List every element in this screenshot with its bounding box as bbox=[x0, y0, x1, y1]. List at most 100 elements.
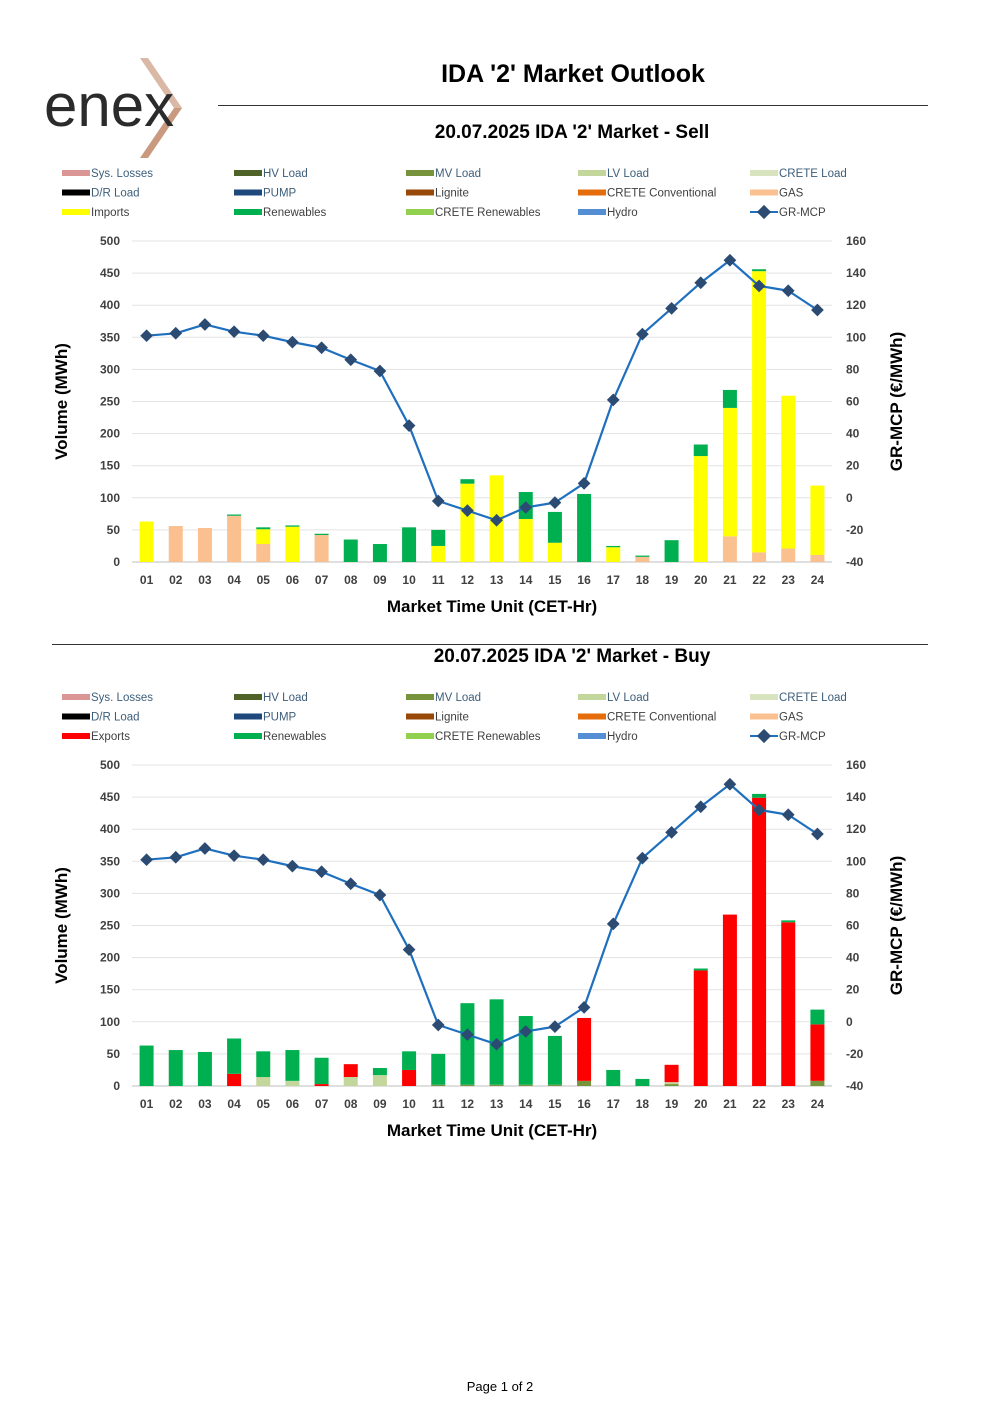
gr-mcp-line bbox=[146, 259, 819, 522]
gr-mcp-point bbox=[402, 419, 416, 432]
bar-renewables bbox=[168, 1050, 183, 1086]
bar-gas bbox=[722, 536, 737, 562]
y-tick-label: 300 bbox=[100, 362, 120, 376]
bar-renewables bbox=[285, 1050, 300, 1081]
bar-exports bbox=[577, 1017, 592, 1081]
gr-mcp-line bbox=[146, 783, 819, 1046]
bar-renewables bbox=[314, 533, 329, 536]
gr-mcp-point bbox=[315, 865, 328, 879]
legend-item-lignite: Lignite bbox=[406, 188, 469, 200]
gr-mcp-point bbox=[781, 284, 795, 298]
x-axis-title: Market Time Unit (CET-Hr) bbox=[387, 1121, 597, 1140]
y2-tick-label: 120 bbox=[846, 822, 866, 836]
x-tick-label: 19 bbox=[665, 573, 679, 587]
bar-imports bbox=[518, 518, 533, 562]
legend-swatch-gas bbox=[750, 189, 778, 196]
gr-mcp-point bbox=[286, 335, 299, 349]
y-tick-label: 400 bbox=[100, 822, 120, 836]
x-tick-label: 17 bbox=[607, 1097, 621, 1111]
bar-renewables bbox=[664, 540, 679, 562]
bar-renewables bbox=[343, 539, 358, 562]
gr-mcp-point bbox=[315, 341, 328, 355]
legend-label-crete-conventional: CRETE Conventional bbox=[607, 188, 716, 200]
bar-lv-load bbox=[285, 1080, 300, 1086]
bar-gas bbox=[197, 527, 212, 562]
bar-imports bbox=[606, 547, 621, 562]
x-tick-label: 24 bbox=[811, 573, 825, 587]
y2-tick-label: 20 bbox=[846, 459, 860, 473]
bar-exports bbox=[781, 922, 796, 1086]
bar-lv-load bbox=[664, 1082, 679, 1085]
x-tick-label: 14 bbox=[519, 1097, 533, 1111]
legend-marker-gr-mcp bbox=[756, 204, 772, 220]
legend-item-pump: PUMP bbox=[234, 712, 297, 724]
legend-label-exports: Exports bbox=[91, 731, 130, 743]
y-tick-label: 50 bbox=[107, 1047, 121, 1061]
gr-mcp-point bbox=[140, 853, 153, 867]
legend-swatch-lv-load bbox=[578, 694, 606, 700]
bar-exports bbox=[402, 1069, 417, 1086]
x-tick-label: 13 bbox=[490, 573, 504, 587]
y2-tick-label: 40 bbox=[846, 951, 860, 965]
legend-swatch-mv-load bbox=[406, 170, 434, 176]
x-tick-label: 15 bbox=[548, 1097, 562, 1111]
bar-mv-load bbox=[489, 1084, 504, 1086]
y2-axis-title: GR-MCP (€/MWh) bbox=[887, 856, 906, 995]
bar-renewables bbox=[693, 444, 708, 457]
y-tick-label: 200 bbox=[100, 427, 120, 441]
bar-imports bbox=[139, 521, 154, 562]
logo-chevron-upper bbox=[140, 58, 182, 108]
bar-exports bbox=[664, 1064, 679, 1083]
y2-tick-label: -20 bbox=[846, 1047, 864, 1061]
gr-mcp-point bbox=[169, 850, 183, 864]
gr-mcp-point bbox=[781, 808, 795, 822]
gr-mcp-point bbox=[140, 329, 153, 343]
legend-item-exports: Exports bbox=[62, 731, 130, 743]
legend-item-d-r-load: D/R Load bbox=[62, 188, 140, 200]
legend-label-gr-mcp: GR-MCP bbox=[779, 731, 826, 743]
x-tick-label: 02 bbox=[169, 573, 183, 587]
y-tick-label: 450 bbox=[100, 266, 120, 280]
bar-lv-load bbox=[372, 1075, 387, 1086]
bar-exports bbox=[343, 1064, 358, 1078]
page-number: Page 1 of 2 bbox=[466, 1379, 534, 1394]
legend-label-hv-load: HV Load bbox=[263, 692, 308, 704]
bar-renewables bbox=[402, 527, 417, 562]
x-tick-label: 13 bbox=[490, 1097, 504, 1111]
gr-mcp-point bbox=[227, 325, 241, 339]
legend-label-mv-load: MV Load bbox=[435, 692, 481, 704]
y-tick-label: 150 bbox=[100, 983, 120, 997]
bar-imports bbox=[285, 526, 300, 562]
x-tick-label: 18 bbox=[636, 1097, 650, 1111]
legend-swatch-pump bbox=[234, 189, 262, 196]
x-axis-title: Market Time Unit (CET-Hr) bbox=[387, 597, 597, 616]
legend-label-crete-renewables: CRETE Renewables bbox=[435, 207, 541, 219]
legend-item-mv-load: MV Load bbox=[406, 692, 481, 704]
x-tick-label: 08 bbox=[344, 573, 358, 587]
y2-tick-label: 140 bbox=[846, 790, 866, 804]
legend-swatch-gas bbox=[750, 713, 778, 720]
gr-mcp-point bbox=[431, 1018, 445, 1032]
legend-swatch-lignite bbox=[406, 713, 434, 720]
legend-label-d-r-load: D/R Load bbox=[91, 188, 140, 200]
bar-mv-load bbox=[518, 1084, 533, 1086]
legend-swatch-crete-conventional bbox=[578, 189, 606, 196]
y-tick-label: 200 bbox=[100, 951, 120, 965]
legend-swatch-crete-conventional bbox=[578, 713, 606, 720]
page-title: IDA '2' Market Outlook bbox=[441, 60, 705, 88]
x-tick-label: 10 bbox=[402, 573, 416, 587]
x-tick-label: 21 bbox=[723, 1097, 737, 1111]
bar-gas bbox=[314, 535, 329, 562]
gr-mcp-point bbox=[373, 364, 387, 378]
legend-marker-gr-mcp bbox=[756, 728, 772, 744]
legend-item-sys-losses: Sys. Losses bbox=[62, 168, 153, 180]
legend-item-mv-load: MV Load bbox=[406, 168, 481, 180]
x-tick-label: 10 bbox=[402, 1097, 416, 1111]
bar-renewables bbox=[256, 1051, 271, 1078]
legend-item-hv-load: HV Load bbox=[234, 692, 308, 704]
bar-renewables bbox=[693, 968, 708, 971]
legend-swatch-mv-load bbox=[406, 694, 434, 700]
y2-tick-label: 60 bbox=[846, 919, 860, 933]
gr-mcp-point bbox=[373, 888, 387, 902]
legend-swatch-hv-load bbox=[234, 170, 262, 176]
